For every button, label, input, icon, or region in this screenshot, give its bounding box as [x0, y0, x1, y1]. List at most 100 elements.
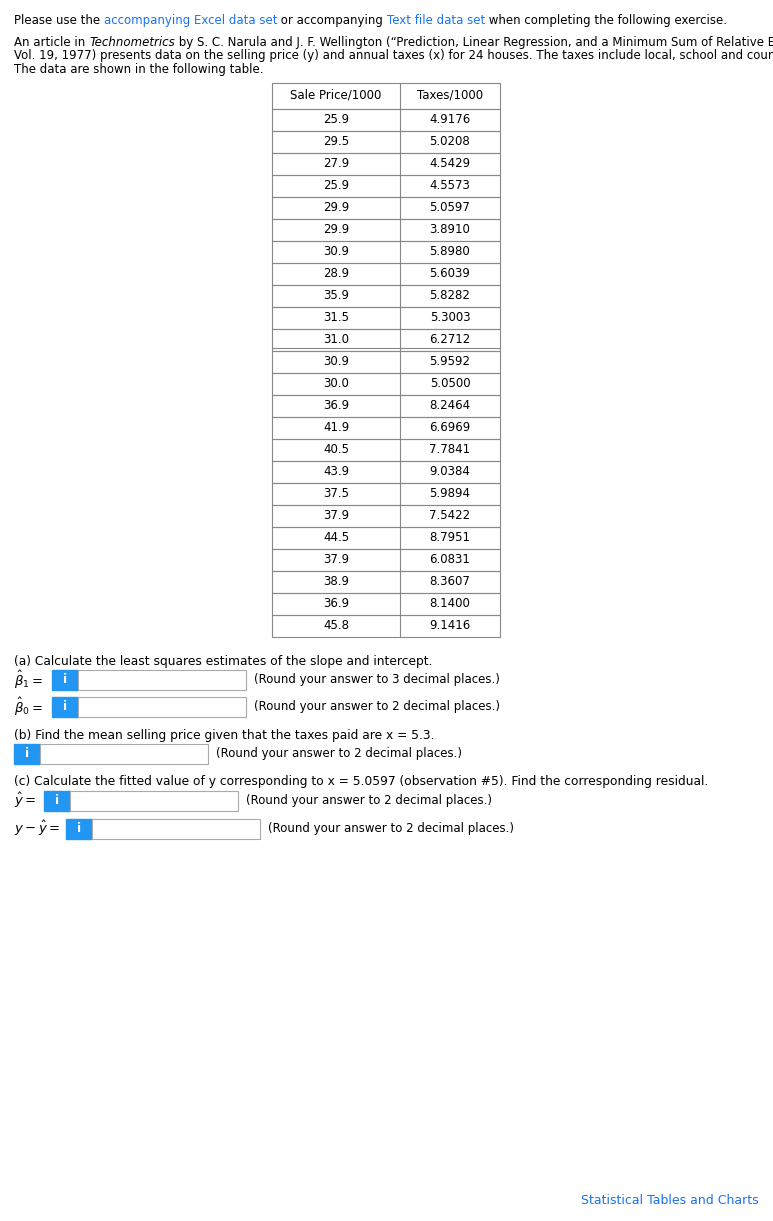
Text: 29.9: 29.9: [323, 201, 349, 214]
Bar: [272, 482, 500, 504]
Text: (Round your answer to 2 decimal places.): (Round your answer to 2 decimal places.): [246, 794, 492, 807]
Text: 4.5429: 4.5429: [430, 158, 471, 170]
Text: 5.0500: 5.0500: [430, 377, 470, 389]
Bar: [70, 790, 238, 811]
Text: 37.9: 37.9: [323, 509, 349, 523]
Text: 25.9: 25.9: [323, 114, 349, 126]
Text: 5.9592: 5.9592: [430, 355, 471, 368]
Bar: [272, 306, 500, 328]
Bar: [272, 394, 500, 416]
Text: 29.9: 29.9: [323, 223, 349, 236]
Text: i: i: [55, 794, 59, 807]
Text: 37.5: 37.5: [323, 487, 349, 501]
Text: 43.9: 43.9: [323, 465, 349, 477]
Text: 7.5422: 7.5422: [430, 509, 471, 523]
Text: $\hat{y} =$: $\hat{y} =$: [14, 791, 36, 810]
Text: 6.2712: 6.2712: [429, 333, 471, 346]
Text: An article in: An article in: [14, 35, 89, 49]
Text: 29.5: 29.5: [323, 136, 349, 148]
Text: 35.9: 35.9: [323, 289, 349, 302]
Text: 36.9: 36.9: [323, 597, 349, 610]
Text: 7.7841: 7.7841: [430, 443, 471, 455]
Bar: [272, 263, 500, 284]
Text: 5.0597: 5.0597: [430, 201, 471, 214]
Text: 28.9: 28.9: [323, 267, 349, 280]
Text: 37.9: 37.9: [323, 553, 349, 567]
Bar: [40, 744, 208, 763]
Text: Technometrics: Technometrics: [89, 35, 175, 49]
Text: 40.5: 40.5: [323, 443, 349, 455]
Bar: [272, 153, 500, 175]
Bar: [66, 818, 92, 839]
Bar: [92, 818, 260, 839]
Text: 31.0: 31.0: [323, 333, 349, 346]
Text: Sale Price/1000: Sale Price/1000: [291, 89, 382, 103]
Text: 9.1416: 9.1416: [429, 619, 471, 632]
Text: Statistical Tables and Charts: Statistical Tables and Charts: [581, 1194, 759, 1208]
Text: Text file data set: Text file data set: [387, 13, 485, 27]
Text: i: i: [77, 822, 81, 835]
Text: 8.1400: 8.1400: [430, 597, 471, 610]
Text: i: i: [63, 700, 67, 713]
Text: 9.0384: 9.0384: [430, 465, 471, 477]
Text: i: i: [63, 673, 67, 686]
Text: $\hat{\beta}_1 =$: $\hat{\beta}_1 =$: [14, 668, 43, 691]
Text: 27.9: 27.9: [323, 158, 349, 170]
Bar: [272, 460, 500, 482]
Bar: [272, 438, 500, 460]
Bar: [78, 696, 246, 717]
Text: 5.3003: 5.3003: [430, 311, 470, 324]
Bar: [272, 284, 500, 306]
Bar: [272, 241, 500, 263]
Text: 44.5: 44.5: [323, 531, 349, 545]
Bar: [78, 669, 246, 690]
Text: Please use the: Please use the: [14, 13, 104, 27]
Text: 5.8980: 5.8980: [430, 245, 471, 258]
Text: 5.8282: 5.8282: [430, 289, 471, 302]
Bar: [272, 83, 500, 109]
Text: 6.0831: 6.0831: [430, 553, 471, 567]
Bar: [272, 614, 500, 636]
Text: 36.9: 36.9: [323, 399, 349, 411]
Bar: [14, 744, 40, 763]
Text: 30.9: 30.9: [323, 355, 349, 368]
Text: 8.3607: 8.3607: [430, 575, 471, 589]
Text: 30.0: 30.0: [323, 377, 349, 389]
Bar: [272, 109, 500, 131]
Bar: [272, 372, 500, 394]
Text: Vol. 19, 1977) presents data on the selling price (y) and annual taxes (x) for 2: Vol. 19, 1977) presents data on the sell…: [14, 50, 773, 62]
Bar: [272, 197, 500, 219]
Text: or accompanying: or accompanying: [278, 13, 387, 27]
Text: (a) Calculate the least squares estimates of the slope and intercept.: (a) Calculate the least squares estimate…: [14, 654, 433, 668]
Bar: [272, 350, 500, 372]
Bar: [272, 548, 500, 570]
Bar: [272, 416, 500, 438]
Text: when completing the following exercise.: when completing the following exercise.: [485, 13, 727, 27]
Text: 4.5573: 4.5573: [430, 179, 471, 192]
Text: (Round your answer to 2 decimal places.): (Round your answer to 2 decimal places.): [268, 822, 514, 835]
Text: (Round your answer to 3 decimal places.): (Round your answer to 3 decimal places.): [254, 673, 500, 686]
Text: i: i: [25, 747, 29, 759]
Bar: [52, 696, 78, 717]
Text: (c) Calculate the fitted value of y corresponding to x = 5.0597 (observation #5): (c) Calculate the fitted value of y corr…: [14, 775, 708, 789]
Bar: [44, 790, 70, 811]
Text: 25.9: 25.9: [323, 179, 349, 192]
Text: $\hat{\beta}_0 =$: $\hat{\beta}_0 =$: [14, 696, 43, 718]
Text: 31.5: 31.5: [323, 311, 349, 324]
Bar: [272, 526, 500, 548]
Text: 5.0208: 5.0208: [430, 136, 471, 148]
Text: 5.6039: 5.6039: [430, 267, 471, 280]
Text: 4.9176: 4.9176: [429, 114, 471, 126]
Bar: [272, 328, 500, 350]
Text: 41.9: 41.9: [323, 421, 349, 433]
Bar: [272, 131, 500, 153]
Bar: [272, 570, 500, 592]
Text: (Round your answer to 2 decimal places.): (Round your answer to 2 decimal places.): [254, 700, 500, 713]
Bar: [272, 175, 500, 197]
Text: by S. C. Narula and J. F. Wellington (“Prediction, Linear Regression, and a Mini: by S. C. Narula and J. F. Wellington (“P…: [175, 35, 773, 49]
Text: 45.8: 45.8: [323, 619, 349, 632]
Text: 5.9894: 5.9894: [430, 487, 471, 501]
Text: $y - \hat{y} =$: $y - \hat{y} =$: [14, 819, 60, 838]
Text: The data are shown in the following table.: The data are shown in the following tabl…: [14, 63, 264, 76]
Text: 8.7951: 8.7951: [430, 531, 471, 545]
